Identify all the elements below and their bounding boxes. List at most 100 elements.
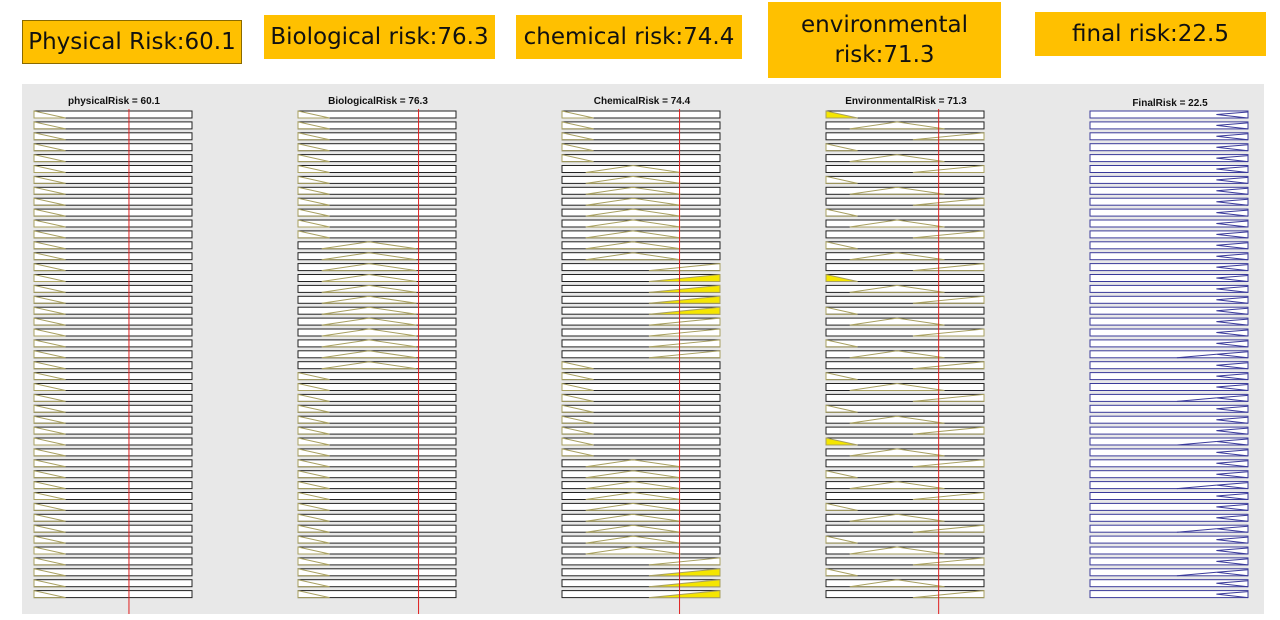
membership-function: [585, 241, 681, 250]
rule-row-frame: [561, 143, 721, 152]
membership-function: [297, 535, 330, 544]
rule-row-frame: [297, 143, 457, 152]
rule-row-frame: [561, 317, 721, 326]
final-risk-badge: final risk:22.5: [1035, 12, 1266, 56]
membership-function: [297, 579, 330, 588]
rule-row-frame: [33, 502, 193, 511]
output-slope: [1176, 528, 1217, 533]
output-membership: [1216, 340, 1249, 348]
rule-row-frame: [297, 404, 457, 413]
membership-function: [33, 339, 66, 348]
rule-row: [33, 219, 193, 228]
membership-function: [912, 295, 985, 304]
rule-row: [561, 263, 721, 272]
membership-function: [297, 197, 330, 206]
rule-row-frame: [825, 372, 985, 381]
rule-row: [561, 317, 721, 326]
rule-row: [1089, 546, 1249, 555]
output-slope: [1176, 397, 1217, 402]
rule-row-frame: [33, 186, 193, 195]
rule-row-frame: [297, 524, 457, 533]
rule-row: [561, 448, 721, 457]
membership-function: [825, 470, 858, 479]
rule-row-frame: [1089, 165, 1249, 173]
membership-function: [849, 252, 945, 261]
rule-row: [33, 306, 193, 315]
rule-row: [825, 579, 985, 588]
rule-row: [825, 284, 985, 293]
membership-function: [912, 263, 985, 272]
rule-row: [561, 186, 721, 195]
rule-row: [825, 197, 985, 206]
membership-function: [825, 175, 858, 184]
rule-row: [297, 480, 457, 490]
rule-row: [825, 230, 985, 239]
rule-row-frame: [825, 568, 985, 577]
membership-function: [297, 371, 330, 381]
membership-function: [33, 448, 66, 457]
membership-function: [585, 175, 681, 184]
rule-row-frame: [33, 590, 193, 599]
membership-function: [825, 241, 858, 250]
membership-function: [561, 153, 594, 163]
membership-function: [585, 197, 681, 206]
rule-row-frame: [33, 415, 193, 424]
rule-row: [33, 143, 193, 152]
membership-function: [33, 404, 66, 413]
rule-row: [1089, 197, 1249, 206]
membership-function: [912, 164, 985, 173]
membership-function: [321, 317, 417, 326]
output-membership: [1216, 405, 1249, 413]
membership-function: [33, 306, 66, 315]
rule-row: [297, 426, 457, 435]
rule-row: [1089, 361, 1249, 370]
rule-row-frame: [33, 372, 193, 381]
rule-row: [561, 219, 721, 228]
membership-function: [825, 502, 858, 511]
rule-row: [1089, 350, 1249, 359]
rule-row: [33, 502, 193, 511]
rule-row-frame: [33, 110, 193, 119]
rule-row: [297, 404, 457, 413]
rule-row: [297, 513, 457, 522]
rule-row-frame: [1089, 535, 1249, 544]
rule-row: [561, 524, 721, 533]
rule-row: [33, 480, 193, 490]
rule-row: [297, 339, 457, 348]
rule-row: [1089, 219, 1249, 228]
rule-row-frame: [33, 295, 193, 304]
membership-function: [912, 328, 985, 337]
membership-function: [561, 426, 594, 435]
membership-function: [297, 393, 330, 402]
membership-function: [297, 546, 330, 555]
rule-row: [1089, 415, 1249, 424]
membership-function: [297, 219, 330, 228]
membership-function: [33, 491, 66, 500]
membership-function: [33, 459, 66, 468]
rule-row-frame: [297, 481, 457, 490]
output-slope: [1176, 353, 1217, 359]
rule-row: [825, 339, 985, 348]
rule-row-frame: [825, 339, 985, 348]
rule-row-frame: [825, 535, 985, 544]
rule-row: [297, 295, 457, 304]
rule-row: [1089, 481, 1249, 490]
rule-row-frame: [297, 219, 457, 228]
rule-row: [297, 546, 457, 555]
rule-row: [1089, 328, 1249, 337]
rule-row: [561, 481, 721, 490]
rule-row: [561, 535, 721, 544]
membership-function: [849, 382, 945, 391]
membership-function: [912, 230, 985, 239]
membership-function: [648, 350, 721, 359]
rule-row-frame: [561, 121, 721, 130]
rule-row-frame: [561, 437, 721, 446]
output-membership: [1216, 318, 1249, 326]
membership-function: [585, 164, 681, 173]
rule-row-frame: [1089, 306, 1249, 315]
rule-row-frame: [1089, 208, 1249, 217]
rule-row: [33, 164, 193, 173]
rule-row-frame: [33, 557, 193, 566]
rule-row-frame: [33, 306, 193, 315]
rule-row: [297, 208, 457, 217]
